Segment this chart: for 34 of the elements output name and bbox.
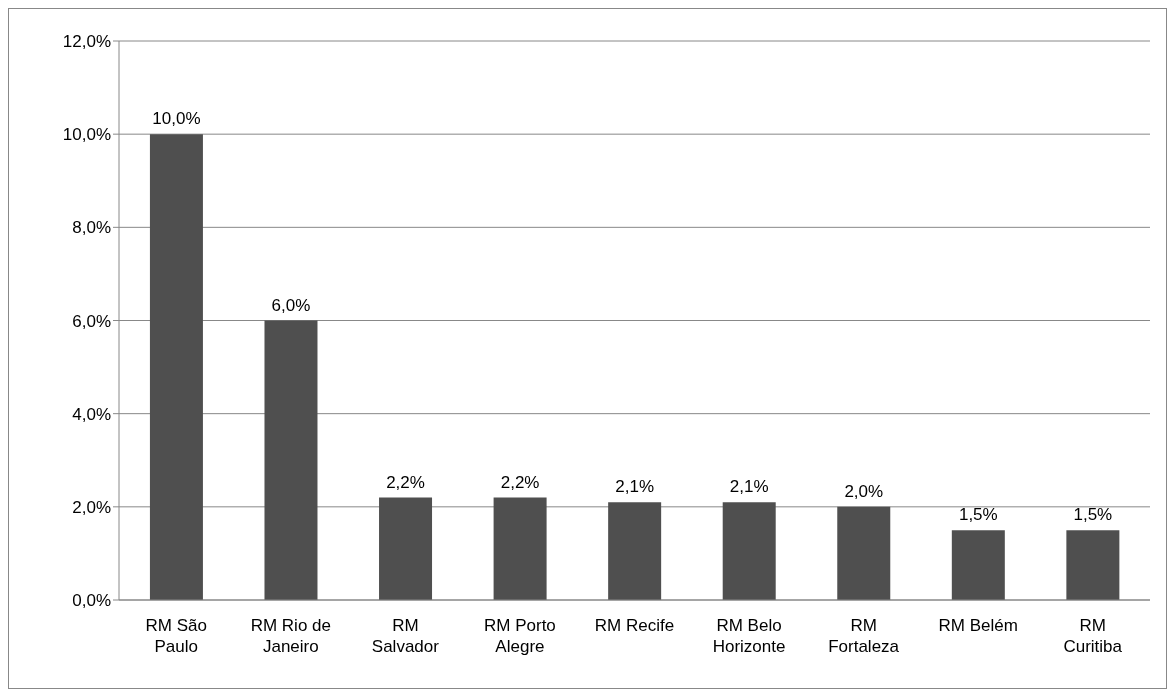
x-tick-label: RM Belém	[938, 616, 1018, 636]
bar	[837, 506, 891, 600]
x-tick-label: RM Rio de Janeiro	[250, 616, 331, 656]
x-tick-label: RM Salvador	[371, 616, 440, 656]
x-tick-label: RM Curitiba	[1063, 616, 1123, 656]
bar	[149, 134, 203, 600]
x-tick-label: RM Porto Alegre	[484, 616, 556, 656]
y-tick-label: 2,0%	[72, 497, 111, 517]
y-tick-label: 4,0%	[72, 404, 111, 424]
data-label: 6,0%	[271, 295, 311, 315]
bar	[608, 502, 662, 600]
bar	[264, 320, 318, 600]
data-label: 2,1%	[729, 477, 769, 497]
data-label: 2,1%	[615, 477, 655, 497]
data-label: 2,0%	[844, 481, 884, 501]
y-tick-label: 10,0%	[62, 125, 111, 145]
bar	[722, 502, 776, 600]
bar	[493, 497, 547, 600]
data-label: 1,5%	[958, 505, 998, 525]
y-tick-label: 0,0%	[72, 591, 111, 611]
bar	[951, 530, 1005, 600]
y-tick-label: 12,0%	[62, 32, 111, 52]
bar	[1066, 530, 1120, 600]
data-label: 2,2%	[500, 472, 540, 492]
x-tick-label: RM Belo Horizonte	[712, 616, 786, 656]
x-tick-label: RM Fortaleza	[828, 616, 900, 656]
data-label: 1,5%	[1073, 505, 1113, 525]
x-tick-label: RM Recife	[594, 616, 675, 636]
x-tick-label: RM São Paulo	[145, 616, 207, 656]
y-tick-label: 8,0%	[72, 218, 111, 238]
data-label: 10,0%	[152, 109, 201, 129]
y-tick-label: 6,0%	[72, 311, 111, 331]
data-label: 2,2%	[386, 472, 425, 492]
bar	[379, 497, 433, 600]
